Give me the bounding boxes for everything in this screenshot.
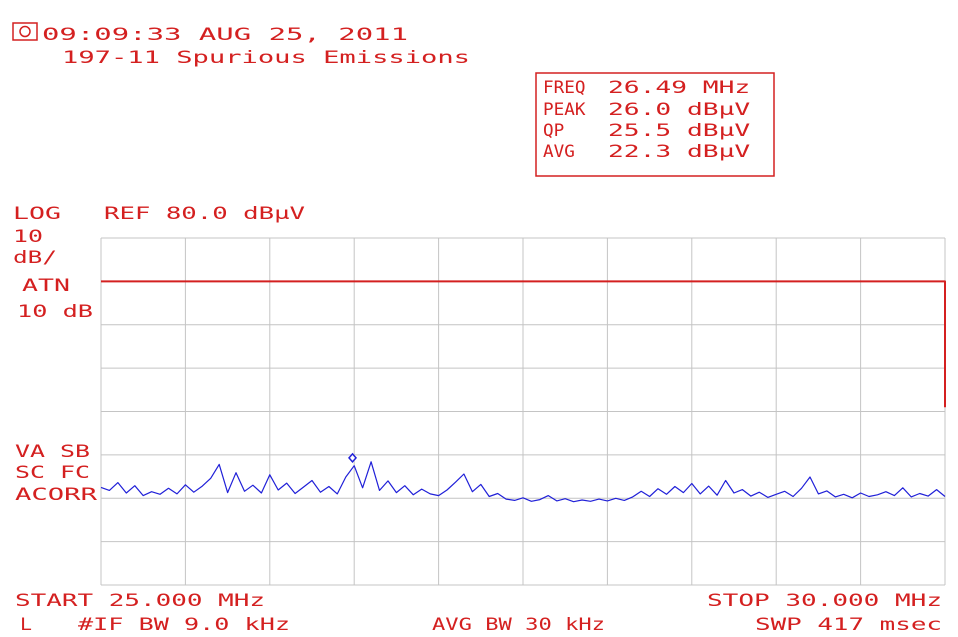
readout-value: 26.49 MHz (608, 78, 750, 98)
title: 197-11 Spurious Emissions (62, 48, 470, 68)
trace (101, 280, 946, 408)
logo-mark (19, 25, 31, 38)
start-label: START 25.000 MHz (15, 591, 265, 611)
status: VA SB (15, 442, 90, 462)
status: ACORR (15, 485, 98, 505)
readout-value: 26.0 dBµV (608, 100, 750, 120)
trace (100, 461, 946, 503)
marker (348, 452, 358, 464)
footer-item: L (20, 615, 32, 635)
readout-label: QP (543, 121, 564, 141)
stop-label: STOP 30.000 MHz (707, 591, 942, 611)
scale-div: dB/ (13, 248, 57, 268)
logo-box (12, 22, 38, 41)
readout-label: FREQ (543, 78, 586, 98)
atten: ATN (22, 276, 70, 296)
footer-item: #IF BW 9.0 kHz (78, 615, 290, 635)
readout-value: 22.3 dBµV (608, 142, 750, 162)
scale-label: LOG (13, 204, 61, 224)
readout-value: 25.5 dBµV (608, 121, 750, 141)
scale-div: 10 (13, 227, 43, 247)
footer-item: AVG BW 30 kHz (432, 615, 605, 635)
readout-label: PEAK (543, 100, 586, 120)
readout-box (535, 72, 775, 177)
readout: FREQ 26.49 MHz PEAK 26.0 dBµV QP 25.5 dBµV AVG… (543, 78, 750, 162)
readout-label: AVG (543, 142, 575, 162)
atten: 10 dB (17, 302, 93, 322)
logo (12, 22, 38, 41)
ref-label: REF 80.0 dBµV (104, 204, 305, 224)
footer-item: SWP 417 msec (755, 615, 942, 635)
timestamp: 09:09:33 AUG 25, 2011 (42, 25, 408, 45)
status: SC FC (15, 463, 90, 483)
